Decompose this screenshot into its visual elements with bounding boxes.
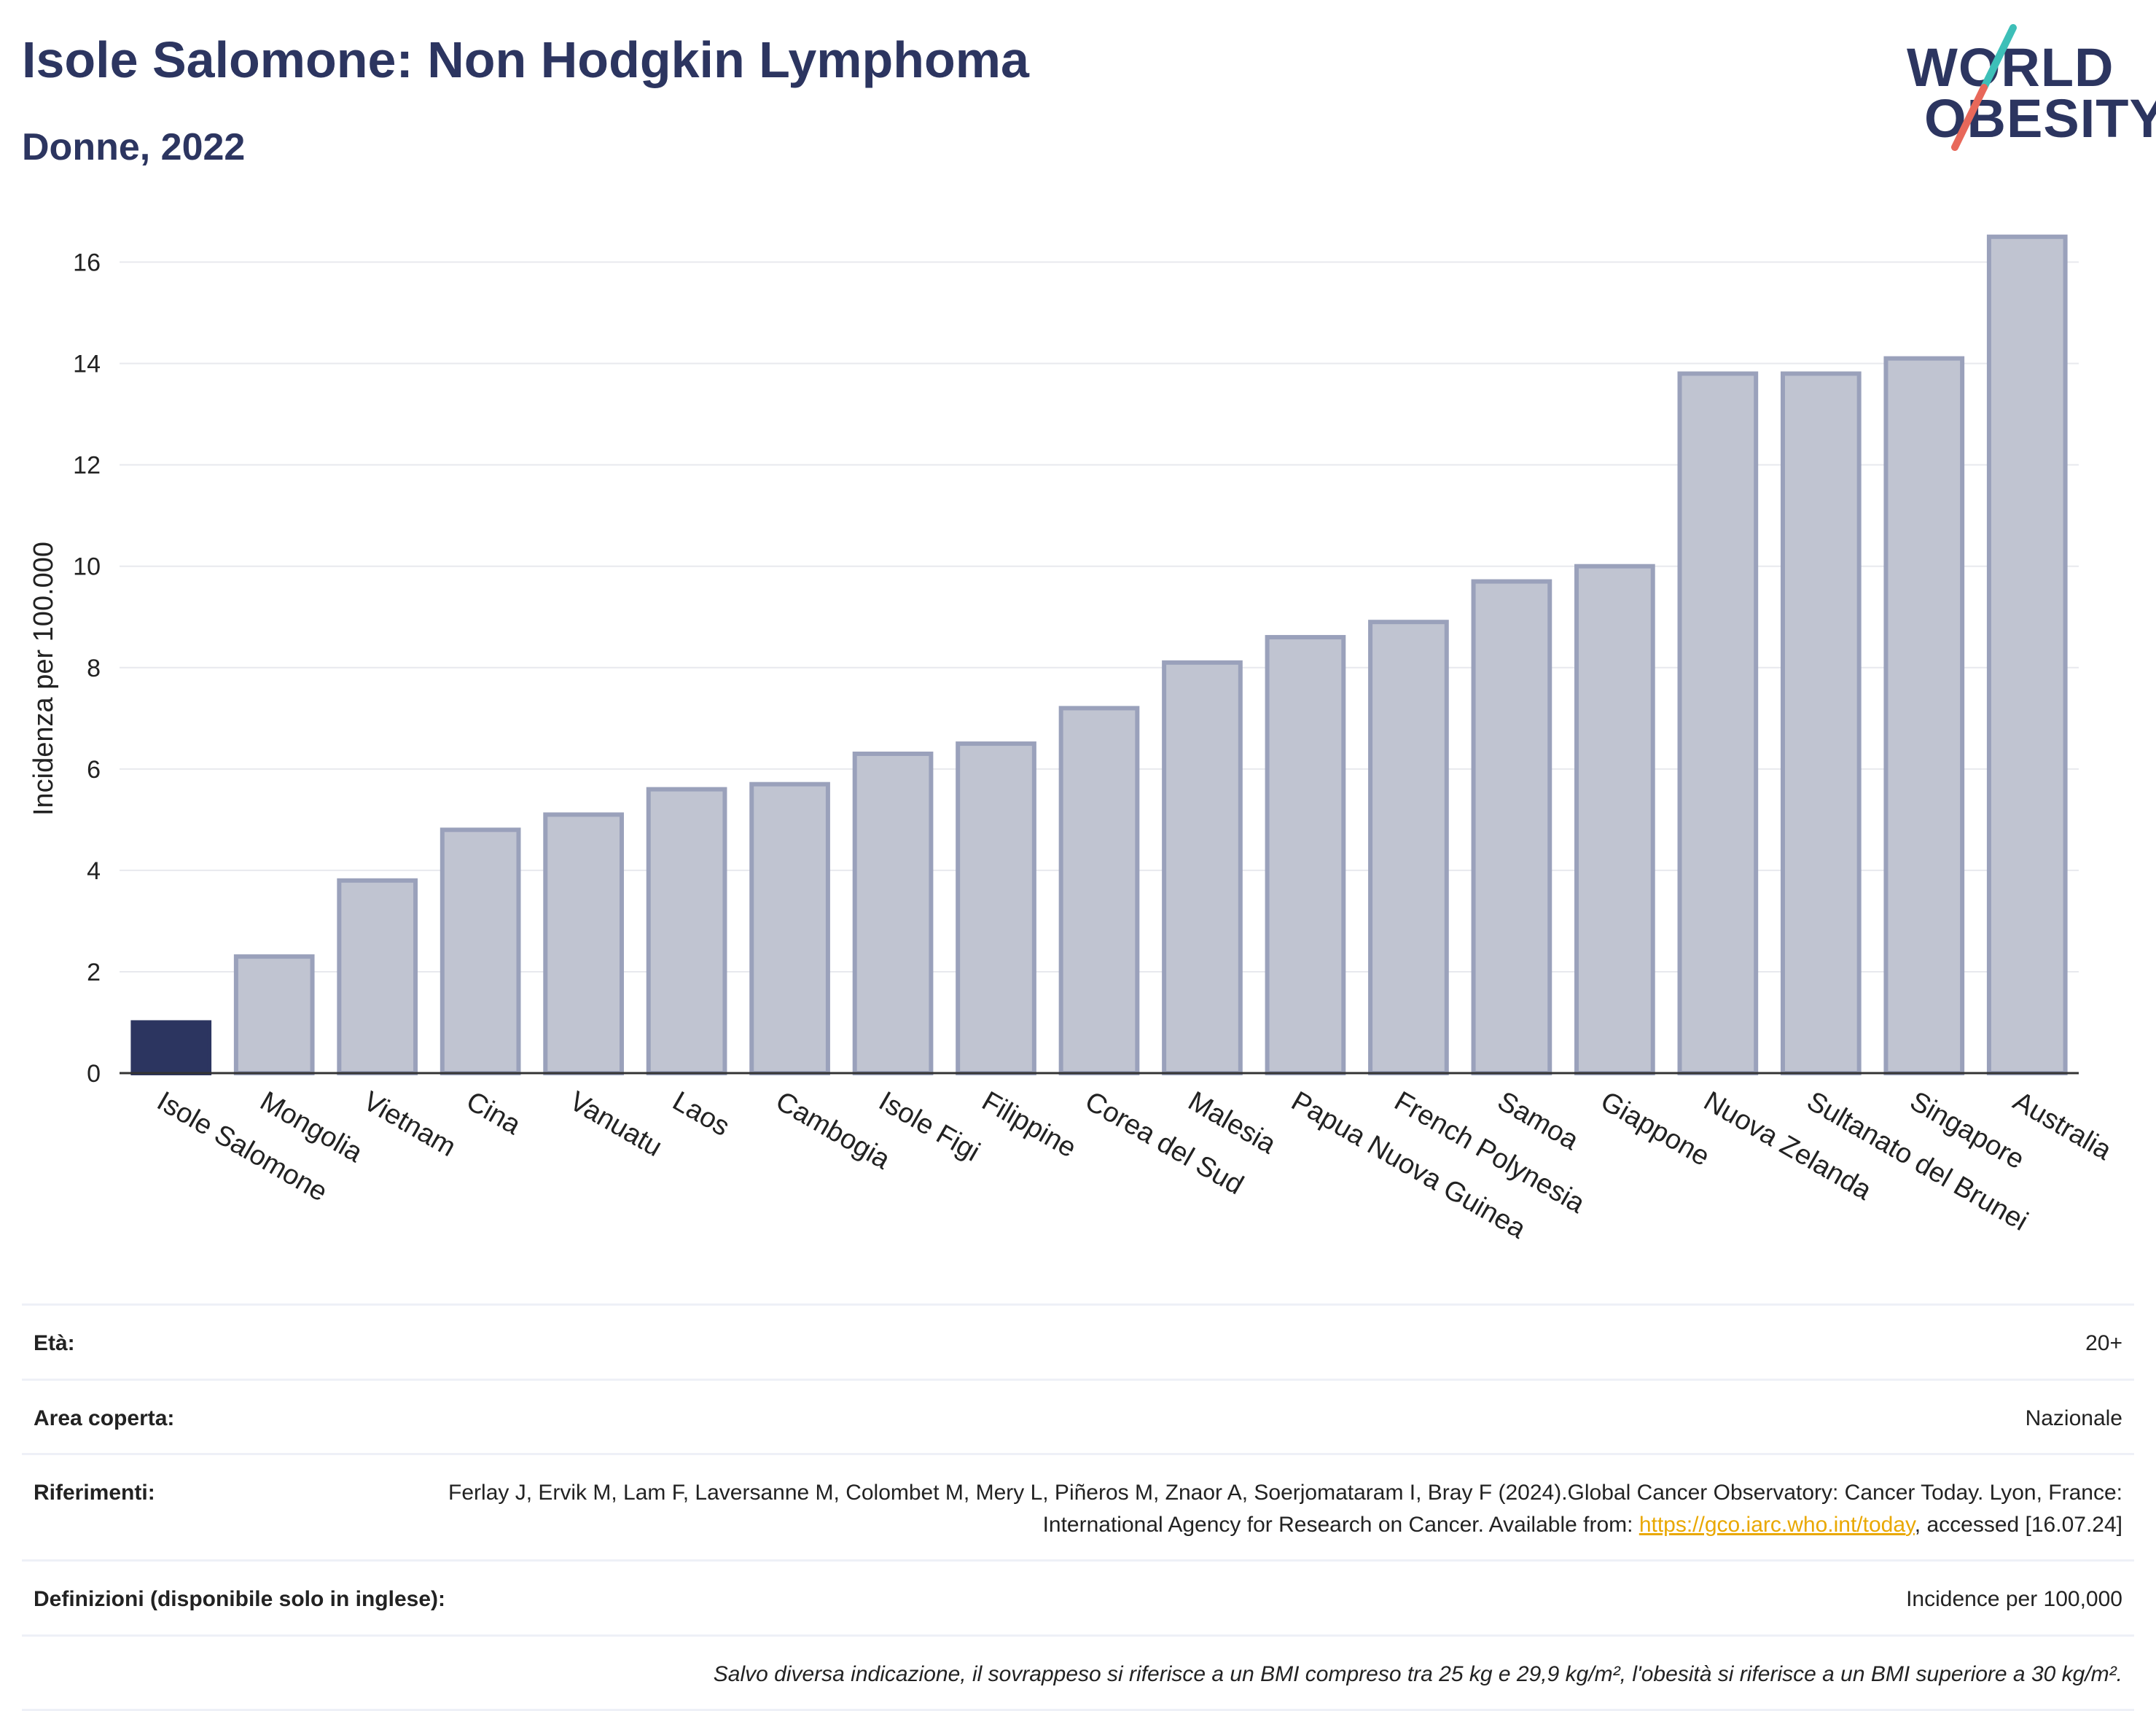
logo-slash-icon	[1902, 22, 2143, 160]
info-row-definitions: Definizioni (disponibile solo in inglese…	[22, 1562, 2134, 1637]
bar-filippine	[958, 744, 1034, 1073]
info-row-note: Salvo diversa indicazione, il sovrappeso…	[22, 1637, 2134, 1711]
page-title: Isole Salomone: Non Hodgkin Lymphoma	[22, 31, 1029, 89]
bars	[133, 237, 2065, 1073]
bar-singapore	[1886, 359, 1962, 1073]
x-tick-label: Isole Salomone	[152, 1086, 332, 1207]
definitions-value: Incidence per 100,000	[1906, 1583, 2122, 1615]
x-tick-label: Cina	[461, 1086, 526, 1141]
info-table: Età: 20+ Area coperta: Nazionale Riferim…	[22, 1303, 2134, 1711]
x-tick-label: Filippine	[977, 1086, 1082, 1164]
x-tick-label: Cambogia	[770, 1086, 896, 1175]
x-tick-label: Vietnam	[358, 1086, 461, 1163]
bar-sultanato-del-brunei	[1783, 373, 1859, 1073]
y-tick-label: 14	[73, 351, 101, 378]
y-tick-label: 8	[87, 655, 101, 682]
bar-samoa	[1474, 582, 1550, 1073]
page-subtitle: Donne, 2022	[22, 125, 245, 169]
definitions-label: Definizioni (disponibile solo in inglese…	[34, 1583, 445, 1615]
references-label: Riferimenti:	[34, 1477, 155, 1509]
bar-cambogia	[751, 784, 828, 1073]
bar-cina	[442, 830, 519, 1073]
references-accessed: , accessed [16.07.24]	[1915, 1513, 2122, 1537]
y-axis-ticks: 0 2 4 6 8 10 12 14 16	[73, 249, 101, 1088]
world-obesity-logo: WORLD OBESITY	[1902, 22, 2143, 160]
bar-vietnam	[339, 881, 415, 1073]
bar-isole-figi	[855, 754, 931, 1073]
y-tick-label: 2	[87, 959, 101, 986]
bar-french-polynesia	[1370, 622, 1447, 1073]
y-tick-label: 10	[73, 553, 101, 581]
info-row-age: Età: 20+	[22, 1306, 2134, 1381]
bar-isole-salomone	[133, 1022, 209, 1073]
age-label: Età:	[34, 1328, 75, 1360]
references-value: Ferlay J, Ervik M, Lam F, Laversanne M, …	[446, 1477, 2122, 1540]
bar-australia	[1989, 237, 2066, 1073]
info-row-area: Area coperta: Nazionale	[22, 1381, 2134, 1456]
bar-mongolia	[236, 956, 313, 1073]
x-tick-label: Nuova Zelanda	[1698, 1086, 1877, 1207]
area-label: Area coperta:	[34, 1403, 174, 1435]
bar-malesia	[1164, 663, 1241, 1073]
y-tick-label: 0	[87, 1060, 101, 1088]
bar-laos	[649, 790, 725, 1073]
x-tick-label: Giappone	[1595, 1086, 1715, 1172]
x-tick-label: Laos	[668, 1086, 735, 1142]
y-tick-label: 4	[87, 857, 101, 885]
bar-corea-del-sud	[1061, 708, 1138, 1073]
bar-papua-nuova-guinea	[1268, 637, 1344, 1073]
area-value: Nazionale	[2026, 1403, 2122, 1435]
gco-link[interactable]: https://gco.iarc.who.int/today	[1639, 1513, 1915, 1537]
bmi-note: Salvo diversa indicazione, il sovrappeso…	[714, 1659, 2122, 1691]
y-tick-label: 6	[87, 756, 101, 784]
bar-giappone	[1577, 566, 1653, 1073]
x-tick-label: Vanuatu	[564, 1086, 667, 1163]
y-axis-title: Incidenza per 100.000	[28, 542, 59, 816]
age-value: 20+	[2085, 1328, 2122, 1360]
info-row-references: Riferimenti: Ferlay J, Ervik M, Lam F, L…	[22, 1455, 2134, 1562]
bar-nuova-zelanda	[1679, 373, 1756, 1073]
y-tick-label: 16	[73, 249, 101, 277]
bar-vanuatu	[545, 814, 622, 1073]
y-tick-label: 12	[73, 452, 101, 480]
